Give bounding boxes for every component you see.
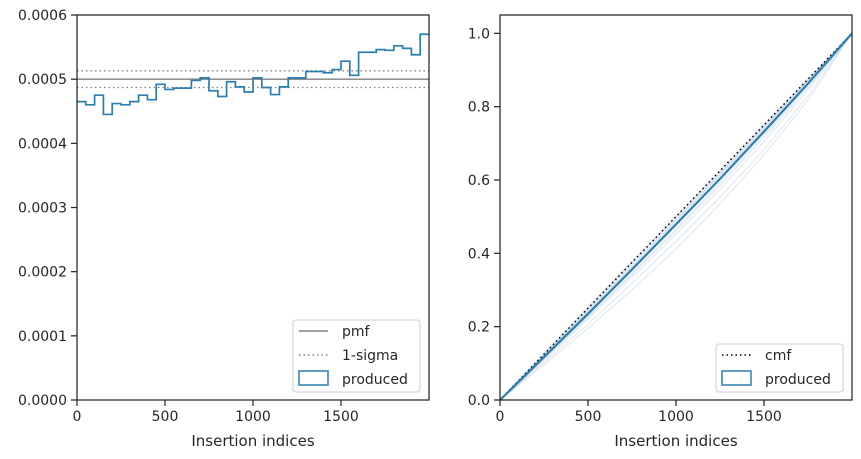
y-tick-label: 0.8 (468, 100, 490, 116)
x-axis-ticks: 0 500 1000 1500 (73, 400, 359, 425)
legend-produced-swatch (298, 370, 329, 386)
legend: cmf produced (715, 343, 844, 393)
x-tick-label: 1000 (658, 409, 694, 425)
bootstrap-curve (499, 33, 853, 401)
produced-line (499, 32, 853, 401)
y-tick-label: 0.0003 (18, 201, 67, 217)
x-tick-label: 0 (73, 409, 82, 425)
y-tick-label: 0.0001 (18, 329, 67, 345)
y-tick-label: 0.0002 (18, 265, 67, 281)
x-axis-title: Insertion indices (614, 432, 737, 450)
x-tick-label: 500 (152, 409, 179, 425)
legend-box (715, 343, 844, 393)
bootstrap-curve (499, 33, 853, 401)
legend-pmf-label: pmf (342, 324, 371, 340)
legend-produced-label: produced (765, 372, 831, 388)
bootstrap-curve (499, 32, 853, 401)
y-tick-label: 0.2 (468, 320, 490, 336)
legend-box (292, 319, 421, 393)
legend: pmf 1-sigma produced (292, 319, 421, 393)
bootstrap-curves (499, 32, 853, 401)
x-axis-title: Insertion indices (191, 432, 314, 450)
cmf-series (499, 32, 853, 401)
legend-cmf-label: cmf (765, 348, 792, 364)
legend-sigma-label: 1-sigma (342, 348, 398, 364)
cmf-chart: 0 500 1000 1500 0.0 0.2 0.4 0.6 0.8 1.0 Insertio… (468, 14, 853, 450)
x-tick-label: 1500 (746, 409, 782, 425)
produced-step-line (77, 33, 429, 116)
bootstrap-curve (499, 33, 853, 401)
x-tick-label: 0 (496, 409, 505, 425)
legend-produced-swatch (721, 370, 752, 386)
cmf-line (499, 32, 853, 401)
y-tick-label: 0.0004 (18, 136, 67, 152)
pmf-chart: 0 500 1000 1500 0.00000.00010.00020.00030.0… (18, 8, 430, 450)
x-tick-label: 500 (575, 409, 602, 425)
bootstrap-curve (499, 32, 853, 401)
y-tick-label: 0.0 (468, 393, 490, 409)
x-tick-label: 1500 (323, 409, 359, 425)
y-tick-label: 0.4 (468, 246, 490, 262)
y-tick-label: 0.0005 (18, 72, 67, 88)
y-tick-label: 1.0 (468, 26, 490, 42)
x-axis-ticks: 0 500 1000 1500 (496, 400, 782, 425)
x-tick-label: 1000 (235, 409, 271, 425)
y-tick-label: 0.0006 (18, 8, 67, 24)
y-tick-label: 0.0000 (18, 393, 67, 409)
bootstrap-curve (499, 32, 853, 401)
legend-produced-label: produced (342, 372, 408, 388)
bootstrap-curve (499, 33, 853, 401)
y-axis-ticks: 0.0 0.2 0.4 0.6 0.8 1.0 (468, 26, 500, 409)
produced-step-series (77, 33, 429, 116)
y-axis-ticks: 0.0000 0.0001 0.0002 0.0003 0.0004 0.0005 0.00… (18, 8, 77, 409)
plot-frame (499, 14, 853, 401)
y-tick-label: 0.6 (468, 173, 490, 189)
